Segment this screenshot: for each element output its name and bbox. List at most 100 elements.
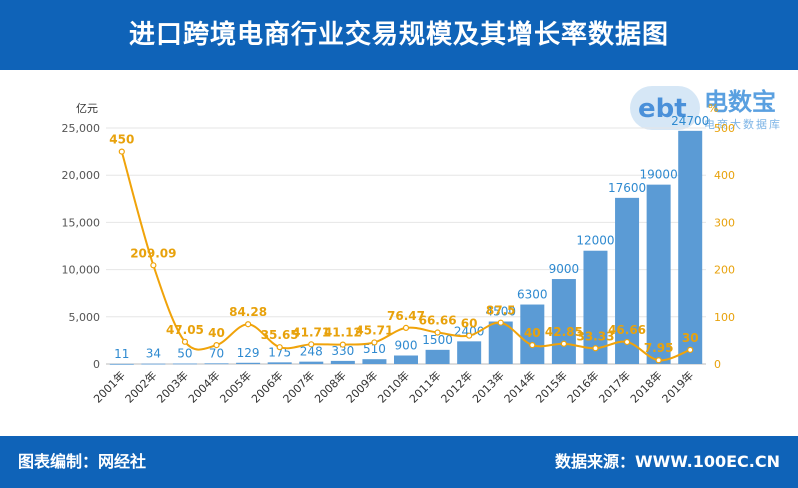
x-tick-label: 2015年 xyxy=(533,368,570,405)
bar-value-label: 50 xyxy=(177,347,192,361)
bar-value-label: 12000 xyxy=(576,234,614,248)
y-right-tick-label: 100 xyxy=(714,311,735,324)
bar-value-label: 510 xyxy=(363,342,386,356)
x-tick-label: 2018年 xyxy=(627,368,664,405)
line-value-label: 60 xyxy=(461,317,478,331)
bar-value-label: 6300 xyxy=(517,288,548,302)
bar xyxy=(172,363,197,365)
logo: ebt 电数宝 电商大数据库 xyxy=(630,78,790,140)
line-value-label: 7.95 xyxy=(644,341,674,355)
x-tick-label: 2014年 xyxy=(501,368,538,405)
x-tick-label: 2007年 xyxy=(280,368,317,405)
y-left-tick-label: 15,000 xyxy=(62,216,101,229)
footer-source: 数据来源：WWW.100EC.CN xyxy=(554,452,780,471)
bar xyxy=(551,279,576,364)
y-left-tick-label: 20,000 xyxy=(62,169,101,182)
header-bar: 进口跨境电商行业交易规模及其增长率数据图 xyxy=(0,0,798,70)
line-value-label: 42.85 xyxy=(545,325,583,339)
bar xyxy=(236,362,261,364)
line-value-label: 41.12 xyxy=(324,326,362,340)
bar-value-label: 129 xyxy=(237,346,260,360)
line-value-label: 45.71 xyxy=(355,323,393,337)
line-point xyxy=(213,342,220,349)
x-tick-label: 2017年 xyxy=(596,368,633,405)
bar xyxy=(362,359,387,364)
line-value-label: 76.47 xyxy=(387,309,425,323)
x-tick-label: 2009年 xyxy=(343,368,380,405)
line-point xyxy=(308,341,315,348)
line-value-label: 40 xyxy=(524,326,541,340)
line-value-label: 30 xyxy=(682,331,699,345)
bar-value-label: 19000 xyxy=(640,168,678,182)
bar-value-label: 34 xyxy=(146,347,161,361)
y-right-tick-label: 0 xyxy=(714,358,721,371)
bar xyxy=(204,363,229,365)
line-point xyxy=(245,321,252,328)
footer-compiled-by: 图表编制：网经社 xyxy=(18,452,147,471)
bar xyxy=(425,349,450,364)
line-point xyxy=(655,357,662,364)
logo-main-text: 电数宝 xyxy=(704,88,776,116)
y-left-tick-label: 10,000 xyxy=(62,264,101,277)
y-right-tick-label: 400 xyxy=(714,169,735,182)
x-tick-label: 2002年 xyxy=(122,368,159,405)
x-tick-label: 2012年 xyxy=(438,368,475,405)
line-point xyxy=(339,341,346,348)
x-tick-label: 2010年 xyxy=(375,368,412,405)
bar xyxy=(457,341,482,364)
x-tick-label: 2013年 xyxy=(469,368,506,405)
x-tick-label: 2008年 xyxy=(311,368,348,405)
bar xyxy=(267,362,292,364)
y-right-unit: % xyxy=(708,102,718,115)
bar xyxy=(615,197,640,364)
x-tick-label: 2004年 xyxy=(185,368,222,405)
bar-value-label: 330 xyxy=(331,344,354,358)
bar-value-label: 70 xyxy=(209,346,224,360)
bar xyxy=(394,355,418,364)
y-right-tick-label: 500 xyxy=(714,122,735,135)
line-value-label: 35.65 xyxy=(261,328,299,342)
bar-value-label: 1500 xyxy=(422,333,453,347)
bar xyxy=(488,321,513,364)
bar-value-label: 11 xyxy=(114,347,129,361)
bar-value-label: 24700 xyxy=(671,114,709,128)
line-point xyxy=(466,332,473,339)
bar-value-label: 4500 xyxy=(485,305,516,319)
bar-value-label: 2400 xyxy=(454,324,485,338)
y-right-tick-label: 300 xyxy=(714,216,735,229)
line-point xyxy=(687,346,694,353)
x-tick-label: 2019年 xyxy=(659,368,696,405)
line-value-label: 87.5 xyxy=(486,304,516,318)
line-point xyxy=(497,319,504,326)
line-value-label: 209.09 xyxy=(130,246,176,260)
x-tick-label: 2016年 xyxy=(564,368,601,405)
line-value-label: 33.33 xyxy=(576,329,614,343)
y-left-tick-label: 5,000 xyxy=(69,311,101,324)
bar xyxy=(678,130,703,364)
line-point xyxy=(623,338,631,346)
line-point xyxy=(529,342,536,349)
line-point xyxy=(181,338,189,345)
line-point xyxy=(118,148,125,155)
x-tick-label: 2003年 xyxy=(154,368,191,405)
line-value-label: 41.71 xyxy=(292,325,330,339)
footer-bar: 图表编制：网经社 数据来源：WWW.100EC.CN xyxy=(0,436,798,488)
x-tick-label: 2011年 xyxy=(406,368,443,405)
bar xyxy=(109,363,134,365)
line-value-label: 40 xyxy=(208,326,225,340)
bar-value-label: 9000 xyxy=(549,262,580,276)
line-point xyxy=(276,344,283,351)
y-left-tick-label: 0 xyxy=(93,358,100,371)
line-point xyxy=(592,345,599,352)
bar xyxy=(141,363,166,365)
line-value-label: 47.05 xyxy=(166,323,204,337)
line-point xyxy=(560,340,567,347)
x-tick-label: 2005年 xyxy=(217,368,254,405)
cloud-icon xyxy=(630,86,700,130)
bar xyxy=(330,360,355,364)
y-left-unit: 亿元 xyxy=(76,102,98,115)
bar xyxy=(299,361,324,364)
line-point xyxy=(402,324,410,332)
line-value-label: 46.66 xyxy=(608,323,646,337)
